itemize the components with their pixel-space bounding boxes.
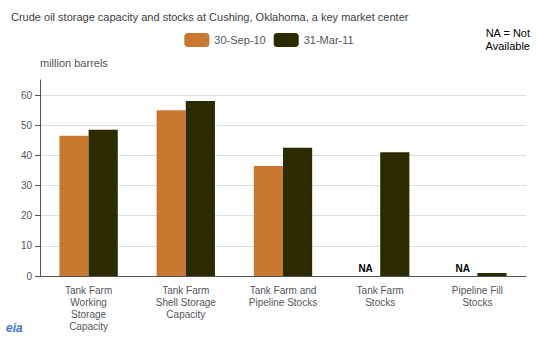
svg-text:Available: Available [486,40,530,52]
svg-text:Capacity: Capacity [69,321,108,332]
svg-text:30-Sep-10: 30-Sep-10 [214,34,265,46]
svg-text:NA: NA [456,263,470,274]
svg-text:60: 60 [21,90,33,101]
svg-text:31-Mar-11: 31-Mar-11 [304,34,354,46]
svg-text:Shell Storage: Shell Storage [156,297,216,308]
svg-text:eia: eia [6,321,23,335]
svg-text:Pipeline Fill: Pipeline Fill [452,285,503,296]
svg-text:Tank Farm and: Tank Farm and [250,285,317,296]
svg-text:NA: NA [358,263,372,274]
svg-text:Tank Farm: Tank Farm [357,285,404,296]
svg-text:Pipeline Stocks: Pipeline Stocks [249,297,317,308]
svg-text:Crude oil storage capacity and: Crude oil storage capacity and stocks at… [11,11,409,23]
svg-text:Tank Farm: Tank Farm [162,285,209,296]
svg-text:10: 10 [21,240,33,251]
svg-text:Capacity: Capacity [166,309,205,320]
svg-text:50: 50 [21,120,33,131]
svg-text:million barrels: million barrels [40,57,108,69]
svg-text:0: 0 [26,271,32,282]
svg-text:Stocks: Stocks [462,297,492,308]
svg-text:40: 40 [21,150,33,161]
svg-text:Working: Working [70,297,107,308]
svg-text:Stocks: Stocks [365,297,395,308]
svg-text:Storage: Storage [71,309,106,320]
svg-text:NA = Not: NA = Not [486,27,530,39]
svg-text:30: 30 [21,180,33,191]
svg-text:20: 20 [21,210,33,221]
svg-text:Tank Farm: Tank Farm [65,285,112,296]
